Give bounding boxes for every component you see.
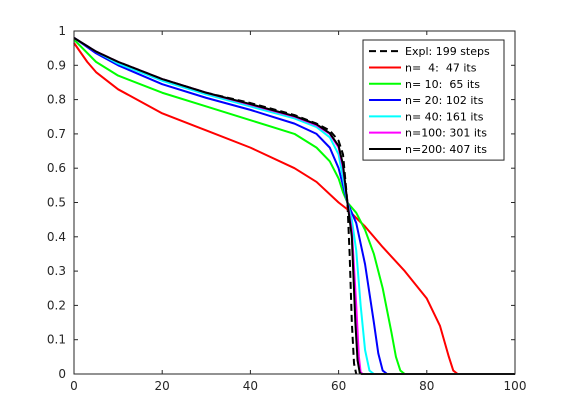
legend: Expl: 199 steps n= 4: 47 its n= 10: 65 its… (362, 39, 505, 161)
y-tick-label: 0.9 (47, 58, 66, 72)
y-tick-label: 0.7 (47, 127, 66, 141)
series-line-6 (73, 37, 515, 375)
x-tick-label: 80 (419, 379, 434, 393)
y-tick-label: 0.5 (47, 196, 66, 210)
x-tick-label: 100 (504, 379, 527, 393)
legend-label-1: n= 4: 47 its (405, 61, 477, 74)
y-tick-label: 0.6 (47, 161, 66, 175)
y-tick-label: 1 (58, 24, 66, 38)
x-tick-label: 40 (243, 379, 258, 393)
x-tick-label: 60 (331, 379, 346, 393)
x-tick-label: 0 (70, 379, 78, 393)
series-line-2 (73, 38, 515, 375)
legend-label-6: n=200: 407 its (405, 143, 487, 156)
series-layer (73, 37, 515, 375)
y-tick-label: 0.3 (47, 264, 66, 278)
series-line-0 (73, 37, 358, 375)
series-line-1 (73, 42, 515, 375)
y-tick-label: 0.8 (47, 93, 66, 107)
y-tick-label: 0.2 (47, 298, 66, 312)
legend-label-5: n=100: 301 its (405, 127, 487, 140)
series-line-3 (73, 37, 515, 375)
y-tick-label: 0 (58, 367, 66, 381)
y-tick-label: 0.4 (47, 230, 66, 244)
legend-label-0: Expl: 199 steps (405, 45, 490, 58)
x-tick-label: 20 (155, 379, 170, 393)
axes-layer: 0 20 40 60 80 100 0 0.1 0.2 0.3 0.4 0.5 0.6 0.7 0.8 0.9… (47, 24, 527, 393)
legend-label-2: n= 10: 65 its (405, 78, 480, 91)
series-line-4 (73, 37, 515, 375)
legend-label-4: n= 40: 161 its (405, 110, 484, 123)
legend-label-3: n= 20: 102 its (405, 94, 484, 107)
y-tick-label: 0.1 (47, 333, 66, 347)
